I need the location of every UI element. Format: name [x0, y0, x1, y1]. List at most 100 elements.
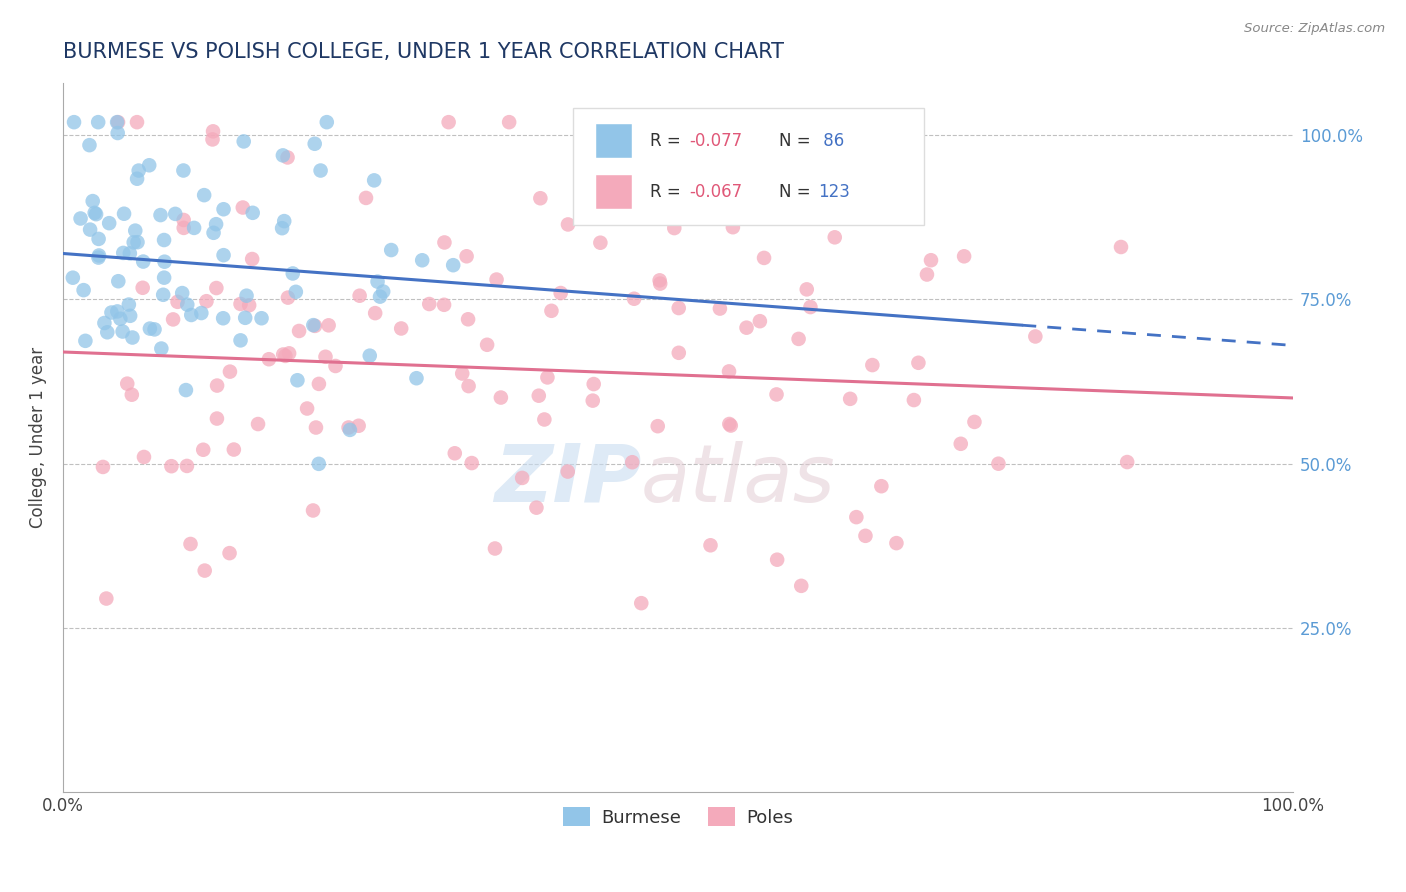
Point	[718, 417, 741, 431]
Point	[485, 272, 508, 286]
Point	[1116, 455, 1139, 469]
Point	[105, 115, 128, 129]
Point	[205, 281, 228, 295]
Point	[162, 312, 184, 326]
Point	[318, 318, 340, 333]
Point	[533, 412, 555, 426]
Point	[212, 248, 235, 262]
Point	[212, 311, 235, 326]
Point	[441, 258, 464, 272]
Point	[354, 191, 377, 205]
Point	[364, 306, 387, 320]
Point	[183, 220, 205, 235]
Point	[110, 311, 132, 326]
Point	[190, 306, 212, 320]
Point	[1109, 240, 1132, 254]
Point	[845, 510, 868, 524]
Point	[202, 226, 225, 240]
Point	[118, 297, 141, 311]
Point	[489, 391, 512, 405]
Text: ZIP: ZIP	[494, 441, 641, 519]
Point	[247, 417, 270, 431]
Point	[540, 303, 562, 318]
Point	[418, 297, 440, 311]
Point	[195, 294, 218, 309]
Point	[650, 277, 672, 291]
Legend: Burmese, Poles: Burmese, Poles	[555, 800, 800, 834]
Point	[648, 273, 671, 287]
Point	[315, 115, 337, 129]
Point	[709, 301, 731, 316]
Point	[582, 377, 605, 392]
Point	[121, 330, 143, 344]
Point	[839, 392, 862, 406]
Point	[550, 286, 572, 301]
Point	[271, 347, 294, 361]
FancyBboxPatch shape	[574, 108, 924, 225]
Text: 123: 123	[818, 184, 851, 202]
Point	[121, 387, 143, 401]
Point	[274, 349, 297, 363]
Point	[173, 220, 195, 235]
Point	[132, 450, 155, 464]
Point	[325, 359, 347, 373]
Point	[173, 213, 195, 227]
Point	[166, 294, 188, 309]
Point	[510, 471, 533, 485]
Point	[153, 270, 176, 285]
Point	[83, 206, 105, 220]
Point	[389, 321, 412, 335]
Point	[176, 298, 198, 312]
Point	[271, 148, 294, 162]
Point	[349, 289, 371, 303]
Point	[304, 136, 326, 151]
Point	[748, 314, 770, 328]
Point	[153, 233, 176, 247]
Point	[124, 224, 146, 238]
Point	[582, 393, 605, 408]
Point	[405, 371, 427, 385]
Point	[347, 418, 370, 433]
Point	[735, 320, 758, 334]
Point	[953, 249, 976, 263]
Point	[380, 243, 402, 257]
Point	[557, 218, 579, 232]
Point	[315, 350, 337, 364]
Point	[93, 316, 115, 330]
Point	[484, 541, 506, 556]
Point	[152, 287, 174, 301]
Point	[339, 423, 361, 437]
Point	[498, 115, 520, 129]
Text: N =: N =	[779, 184, 815, 202]
Point	[475, 338, 498, 352]
Point	[668, 301, 690, 315]
Point	[536, 370, 558, 384]
Point	[451, 367, 474, 381]
Point	[150, 342, 173, 356]
Point	[257, 352, 280, 367]
Point	[963, 415, 986, 429]
Point	[824, 230, 846, 244]
Point	[153, 254, 176, 268]
Point	[308, 376, 330, 391]
Point	[664, 221, 686, 235]
Point	[218, 546, 240, 560]
Point	[72, 283, 94, 297]
Point	[91, 459, 114, 474]
Text: -0.077: -0.077	[689, 132, 742, 150]
Point	[790, 579, 813, 593]
Point	[433, 298, 456, 312]
Point	[987, 457, 1010, 471]
Point	[79, 222, 101, 236]
Point	[337, 420, 360, 434]
Point	[229, 334, 252, 348]
Point	[277, 151, 299, 165]
Point	[271, 221, 294, 235]
Text: R =: R =	[650, 132, 686, 150]
Point	[309, 163, 332, 178]
Point	[117, 376, 139, 391]
Point	[526, 500, 548, 515]
Point	[443, 446, 465, 460]
Point	[180, 308, 202, 322]
Point	[118, 246, 141, 260]
